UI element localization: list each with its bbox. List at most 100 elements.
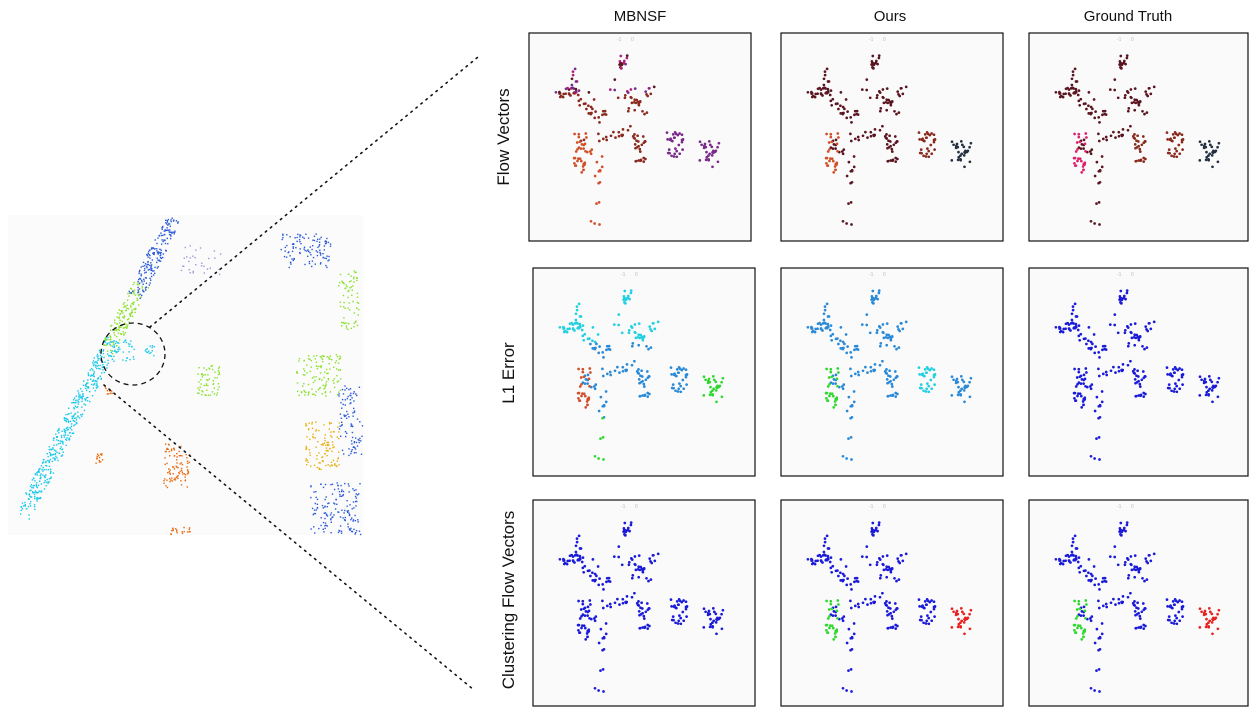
point xyxy=(1205,385,1208,389)
point xyxy=(888,567,892,571)
point xyxy=(1204,393,1208,397)
point xyxy=(1127,574,1131,577)
point xyxy=(1079,614,1083,617)
point xyxy=(822,83,826,87)
scan-point xyxy=(316,454,318,457)
panel-tick-label: 0 xyxy=(883,272,886,278)
point xyxy=(830,607,834,611)
scan-point xyxy=(133,348,135,351)
point xyxy=(1138,382,1142,386)
scan-point xyxy=(354,448,357,450)
scan-point xyxy=(343,317,345,319)
point xyxy=(1216,612,1219,616)
scan-point xyxy=(138,304,140,306)
point xyxy=(581,602,585,606)
scan-point xyxy=(129,313,131,315)
point xyxy=(1200,143,1203,147)
scan-point xyxy=(324,437,326,439)
point xyxy=(1103,576,1107,580)
scan-point xyxy=(303,370,306,372)
point xyxy=(665,131,669,134)
scan-point xyxy=(326,525,328,527)
point xyxy=(678,599,682,603)
scan-point xyxy=(338,491,341,493)
scan-point xyxy=(123,333,125,335)
point xyxy=(885,604,889,607)
scan-point xyxy=(337,457,340,459)
point xyxy=(576,147,579,151)
scan-point xyxy=(49,451,51,454)
point xyxy=(889,144,892,148)
scan-point xyxy=(111,345,114,348)
point xyxy=(583,382,587,385)
point xyxy=(869,365,873,369)
scan-point xyxy=(361,435,363,437)
point xyxy=(882,101,886,105)
point xyxy=(648,557,652,560)
point xyxy=(1119,54,1123,58)
scan-point xyxy=(163,482,165,484)
point xyxy=(1205,622,1209,626)
scan-point xyxy=(324,498,326,501)
scan-point xyxy=(331,441,334,443)
scan-point xyxy=(308,449,310,451)
point xyxy=(924,603,928,607)
point xyxy=(1200,378,1203,382)
scan-point xyxy=(126,304,128,307)
point xyxy=(593,387,597,391)
point xyxy=(609,605,613,609)
scan-point xyxy=(121,320,123,323)
point xyxy=(824,391,828,395)
scan-point xyxy=(169,237,172,240)
point xyxy=(702,394,706,397)
scan-point xyxy=(214,377,216,379)
point xyxy=(926,132,930,136)
scan-point xyxy=(322,256,324,259)
scan-point xyxy=(315,421,317,423)
point xyxy=(1177,610,1181,614)
point xyxy=(637,333,641,337)
point xyxy=(1108,88,1112,91)
scan-point xyxy=(32,487,35,489)
point xyxy=(613,88,617,92)
point xyxy=(881,323,885,326)
point xyxy=(1119,289,1123,293)
point xyxy=(917,366,921,369)
scan-point xyxy=(324,452,326,455)
panel-tick-label: -1 xyxy=(621,504,626,510)
scan-point xyxy=(46,478,48,481)
point xyxy=(886,568,890,572)
point xyxy=(1087,91,1091,94)
scan-point xyxy=(48,461,50,463)
point xyxy=(1074,315,1078,318)
scan-point xyxy=(298,358,301,360)
scan-point xyxy=(150,262,152,264)
point xyxy=(668,138,672,141)
point xyxy=(1134,101,1138,105)
point xyxy=(636,140,640,143)
point xyxy=(1180,138,1184,142)
point xyxy=(1105,605,1109,609)
point xyxy=(570,83,574,87)
point xyxy=(865,323,869,327)
point xyxy=(618,59,622,63)
scan-point xyxy=(313,491,315,493)
point xyxy=(962,145,966,149)
point xyxy=(586,569,590,573)
point xyxy=(841,340,845,344)
scan-point xyxy=(170,533,172,535)
point xyxy=(1142,395,1146,398)
point xyxy=(857,373,861,377)
point xyxy=(1113,88,1117,92)
point xyxy=(649,578,653,581)
point xyxy=(1082,635,1085,639)
scan-point xyxy=(317,365,319,368)
point xyxy=(814,92,818,96)
scan-point xyxy=(166,221,169,223)
scan-point xyxy=(146,348,148,350)
point xyxy=(933,615,936,618)
point xyxy=(847,160,851,164)
scan-point xyxy=(178,450,180,453)
point xyxy=(1074,87,1078,91)
point xyxy=(675,600,679,603)
